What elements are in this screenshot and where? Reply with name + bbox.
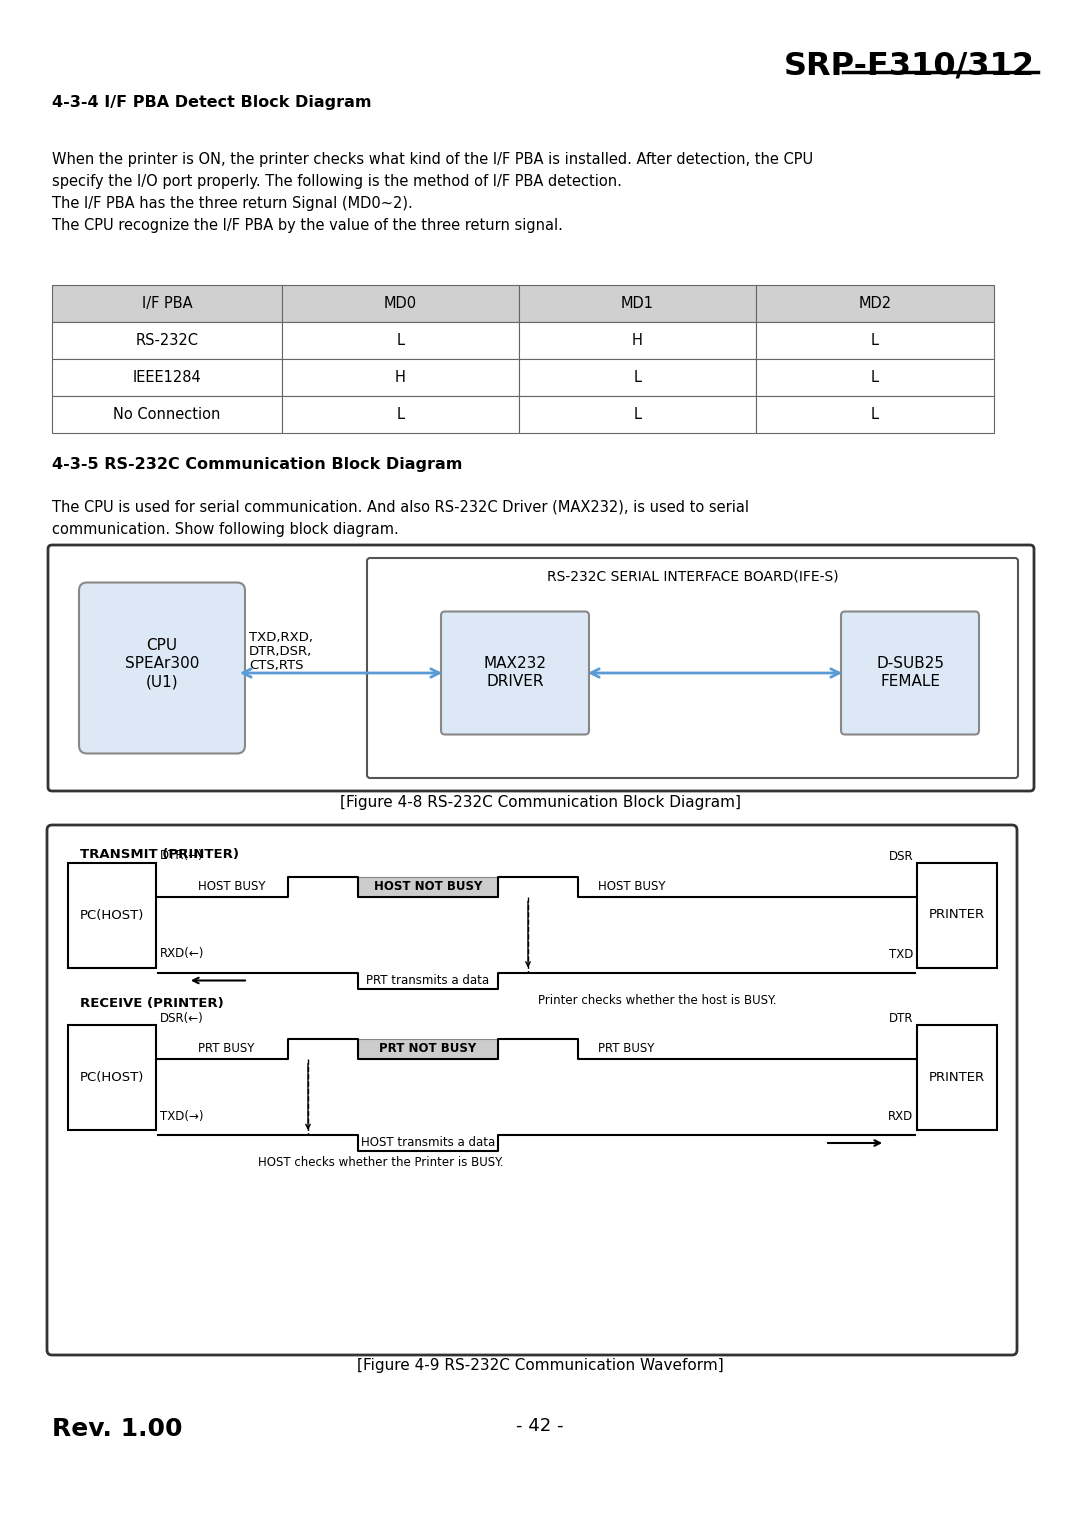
Text: CPU: CPU [147, 638, 177, 654]
Bar [519, 322, 756, 359]
Text: PRT transmits a data: PRT transmits a data [366, 974, 489, 986]
Text: communication. Show following block diagram.: communication. Show following block diag… [52, 522, 399, 538]
FancyBboxPatch shape [79, 582, 245, 753]
Text: [Figure 4-9 RS-232C Communication Waveform]: [Figure 4-9 RS-232C Communication Wavefo… [356, 1358, 724, 1373]
Bar [917, 1025, 997, 1130]
Text: PC(HOST): PC(HOST) [80, 1070, 145, 1084]
Text: MD1: MD1 [621, 296, 654, 312]
Text: MD0: MD0 [383, 296, 417, 312]
Text: Printer checks whether the host is BUSY.: Printer checks whether the host is BUSY. [538, 994, 777, 1006]
Text: When the printer is ON, the printer checks what kind of the I/F PBA is installed: When the printer is ON, the printer chec… [52, 153, 813, 166]
Text: HOST BUSY: HOST BUSY [198, 880, 266, 893]
Text: HOST NOT BUSY: HOST NOT BUSY [374, 880, 482, 893]
Text: PRT BUSY: PRT BUSY [198, 1043, 255, 1055]
Text: - 42 -: - 42 - [516, 1417, 564, 1435]
Text: (U1): (U1) [146, 675, 178, 690]
Bar [282, 395, 519, 434]
Bar [519, 395, 756, 434]
Text: FEMALE: FEMALE [880, 675, 940, 690]
Bar [52, 359, 282, 395]
Bar [52, 395, 282, 434]
Bar [756, 395, 994, 434]
Text: HOST transmits a data: HOST transmits a data [361, 1136, 495, 1150]
FancyBboxPatch shape [367, 557, 1018, 777]
Text: The I/F PBA has the three return Signal (MD0~2).: The I/F PBA has the three return Signal … [52, 195, 413, 211]
Text: RXD: RXD [888, 1110, 913, 1122]
Text: No Connection: No Connection [113, 408, 220, 421]
Text: specify the I/O port properly. The following is the method of I/F PBA detection.: specify the I/O port properly. The follo… [52, 174, 622, 189]
Text: H: H [632, 333, 643, 348]
Bar [68, 1025, 156, 1130]
Text: DRIVER: DRIVER [486, 675, 543, 690]
Text: [Figure 4-8 RS-232C Communication Block Diagram]: [Figure 4-8 RS-232C Communication Block … [339, 796, 741, 809]
Text: DTR: DTR [889, 1012, 913, 1025]
Text: The CPU recognize the I/F PBA by the value of the three return signal.: The CPU recognize the I/F PBA by the val… [52, 218, 563, 234]
Text: CTS,RTS: CTS,RTS [249, 660, 303, 672]
FancyBboxPatch shape [48, 545, 1034, 791]
Text: L: L [396, 408, 405, 421]
Bar [756, 322, 994, 359]
Text: SRP-F310/312: SRP-F310/312 [784, 50, 1035, 81]
Text: DSR: DSR [889, 849, 913, 863]
Text: D-SUB25: D-SUB25 [876, 657, 944, 672]
Text: L: L [870, 370, 879, 385]
Bar [282, 286, 519, 322]
Bar [756, 286, 994, 322]
Bar [519, 359, 756, 395]
Text: RECEIVE (PRINTER): RECEIVE (PRINTER) [80, 997, 224, 1011]
Bar [52, 286, 282, 322]
Text: I/F PBA: I/F PBA [141, 296, 192, 312]
Text: PRINTER: PRINTER [929, 1070, 985, 1084]
Text: 4-3-5 RS-232C Communication Block Diagram: 4-3-5 RS-232C Communication Block Diagra… [52, 457, 462, 472]
Text: IEEE1284: IEEE1284 [133, 370, 201, 385]
Bar [282, 322, 519, 359]
Text: L: L [870, 333, 879, 348]
Text: PC(HOST): PC(HOST) [80, 909, 145, 921]
Text: MD2: MD2 [859, 296, 892, 312]
Text: Rev. 1.00: Rev. 1.00 [52, 1417, 183, 1441]
Bar [917, 863, 997, 968]
Text: The CPU is used for serial communication. And also RS-232C Driver (MAX232), is u: The CPU is used for serial communication… [52, 499, 750, 515]
Text: RS-232C: RS-232C [135, 333, 199, 348]
Bar [357, 1038, 498, 1060]
Text: PRT NOT BUSY: PRT NOT BUSY [379, 1043, 476, 1055]
Text: TRANSMIT (PRINTER): TRANSMIT (PRINTER) [80, 847, 239, 861]
Text: DSR(←): DSR(←) [160, 1012, 204, 1025]
Bar [519, 286, 756, 322]
Text: PRT BUSY: PRT BUSY [598, 1043, 654, 1055]
Bar [282, 359, 519, 395]
Bar [68, 863, 156, 968]
Text: TXD: TXD [889, 947, 913, 960]
Text: L: L [396, 333, 405, 348]
FancyBboxPatch shape [48, 825, 1017, 1354]
Text: H: H [395, 370, 406, 385]
FancyBboxPatch shape [441, 611, 589, 734]
Text: DTR,DSR,: DTR,DSR, [249, 646, 312, 658]
Text: PRINTER: PRINTER [929, 909, 985, 921]
Bar [756, 359, 994, 395]
Text: 4-3-4 I/F PBA Detect Block Diagram: 4-3-4 I/F PBA Detect Block Diagram [52, 95, 372, 110]
Text: L: L [634, 370, 642, 385]
Text: L: L [870, 408, 879, 421]
Bar [52, 322, 282, 359]
Text: SPEAr300: SPEAr300 [125, 657, 199, 672]
Text: RXD(←): RXD(←) [160, 947, 204, 960]
Bar [357, 876, 498, 896]
Text: L: L [634, 408, 642, 421]
Text: MAX232: MAX232 [484, 657, 546, 672]
Text: HOST BUSY: HOST BUSY [598, 880, 665, 893]
Text: RS-232C SERIAL INTERFACE BOARD(IFE-S): RS-232C SERIAL INTERFACE BOARD(IFE-S) [546, 570, 838, 583]
Text: TXD(→): TXD(→) [160, 1110, 203, 1122]
Text: HOST checks whether the Printer is BUSY.: HOST checks whether the Printer is BUSY. [258, 1156, 503, 1170]
Text: DTR(→): DTR(→) [160, 849, 204, 863]
FancyBboxPatch shape [841, 611, 978, 734]
Text: TXD,RXD,: TXD,RXD, [249, 632, 313, 644]
